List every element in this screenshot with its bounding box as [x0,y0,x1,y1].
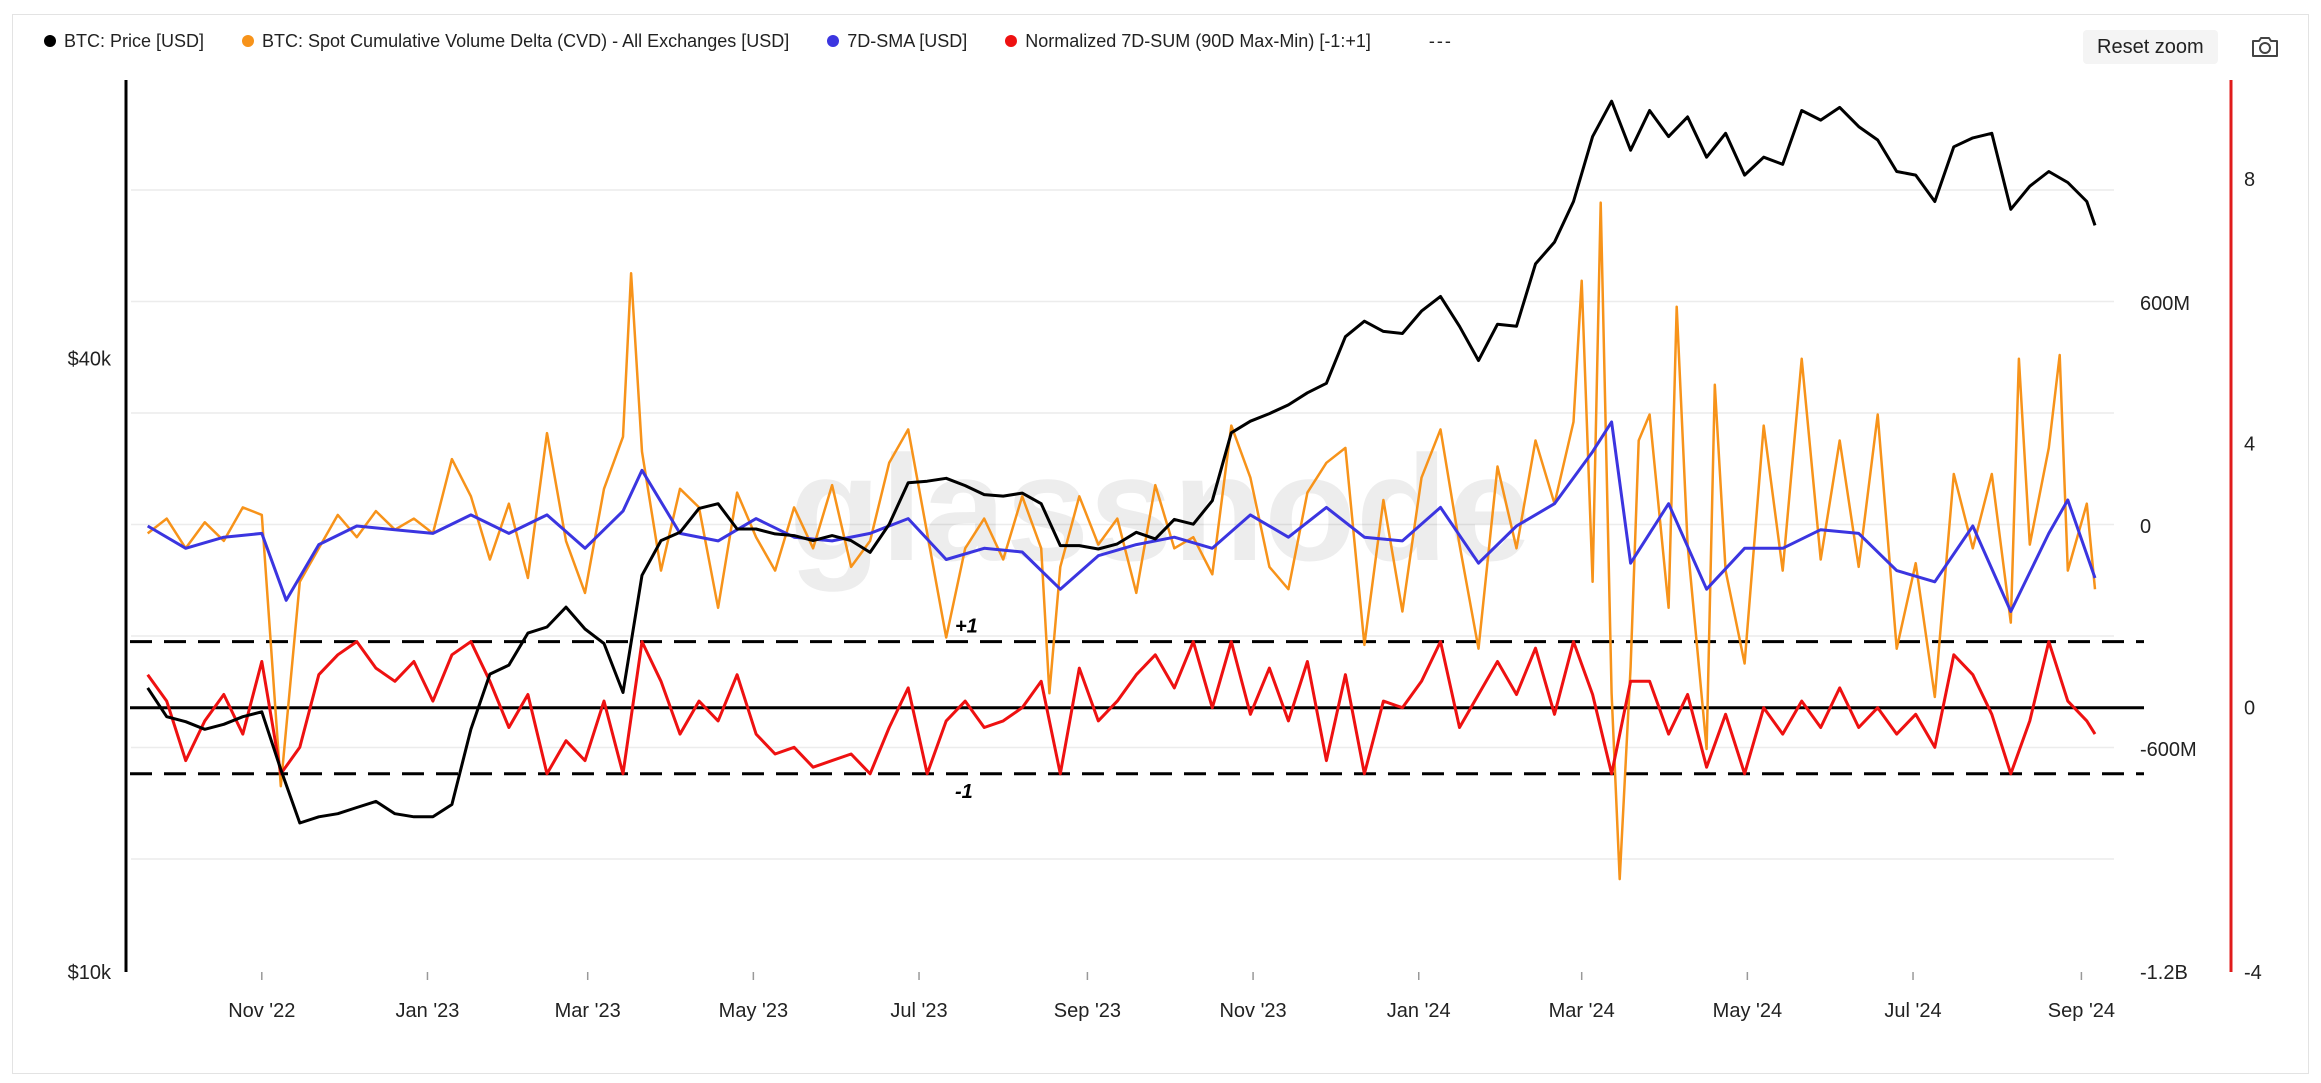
legend-label: 7D-SMA [USD] [847,30,968,51]
legend-item[interactable]: Normalized 7D-SUM (90D Max-Min) [-1:+1] [1005,31,1371,52]
cvd-tick-label: -1.2B [2140,962,2188,984]
x-tick-label: Jul '23 [890,1000,947,1022]
price-tick-label: $10k [68,962,112,984]
norm-tick-label: 0 [2244,698,2255,720]
watermark: glassnode [789,424,1531,592]
x-tick-label: Nov '22 [228,1000,295,1022]
x-tick-label: Nov '23 [1219,1000,1286,1022]
series-line-1[interactable] [146,201,2097,881]
legend-item[interactable]: 7D-SMA [USD] [827,31,967,52]
camera-icon[interactable] [2250,34,2280,60]
legend: BTC: Price [USD] BTC: Spot Cumulative Vol… [44,28,1453,54]
legend-dot-icon [44,35,56,47]
x-tick-label: Mar '24 [1549,1000,1615,1022]
series-line-3[interactable] [146,640,2097,776]
reset-zoom-button[interactable]: Reset zoom [2083,30,2218,64]
cvd-tick-label: 0 [2140,516,2151,538]
x-tick-label: Mar '23 [555,1000,621,1022]
x-tick-label: Jan '24 [1387,1000,1451,1022]
norm-tick-label: 8 [2244,169,2255,191]
x-tick-label: Sep '23 [1054,1000,1121,1022]
reference-line-label: -1 [955,781,973,803]
legend-label: Normalized 7D-SUM (90D Max-Min) [-1:+1] [1025,30,1371,51]
series-line-2[interactable] [146,420,2097,613]
norm-tick-label: -4 [2244,962,2262,984]
cvd-tick-label: 600M [2140,293,2190,315]
legend-item[interactable]: BTC: Spot Cumulative Volume Delta (CVD) … [242,31,789,52]
legend-dot-icon [827,35,840,47]
legend-label: BTC: Spot Cumulative Volume Delta (CVD) … [262,30,790,51]
price-tick-label: $40k [68,348,112,370]
cvd-tick-label: -600M [2140,739,2197,761]
x-tick-label: Jan '23 [396,1000,460,1022]
legend-item[interactable]: BTC: Price [USD] [44,31,204,52]
x-tick-label: May '23 [719,1000,788,1022]
legend-dot-icon [1005,35,1018,47]
legend-label: BTC: Price [USD] [64,30,205,51]
series-line-0[interactable] [146,99,2097,825]
x-tick-label: May '24 [1713,1000,1782,1022]
norm-tick-label: 4 [2244,433,2255,455]
x-tick-label: Sep '24 [2048,1000,2115,1022]
legend-more[interactable]: --- [1428,30,1453,51]
legend-dot-icon [242,35,255,47]
x-tick-label: Jul '24 [1884,1000,1941,1022]
reference-line-label: +1 [955,616,978,638]
